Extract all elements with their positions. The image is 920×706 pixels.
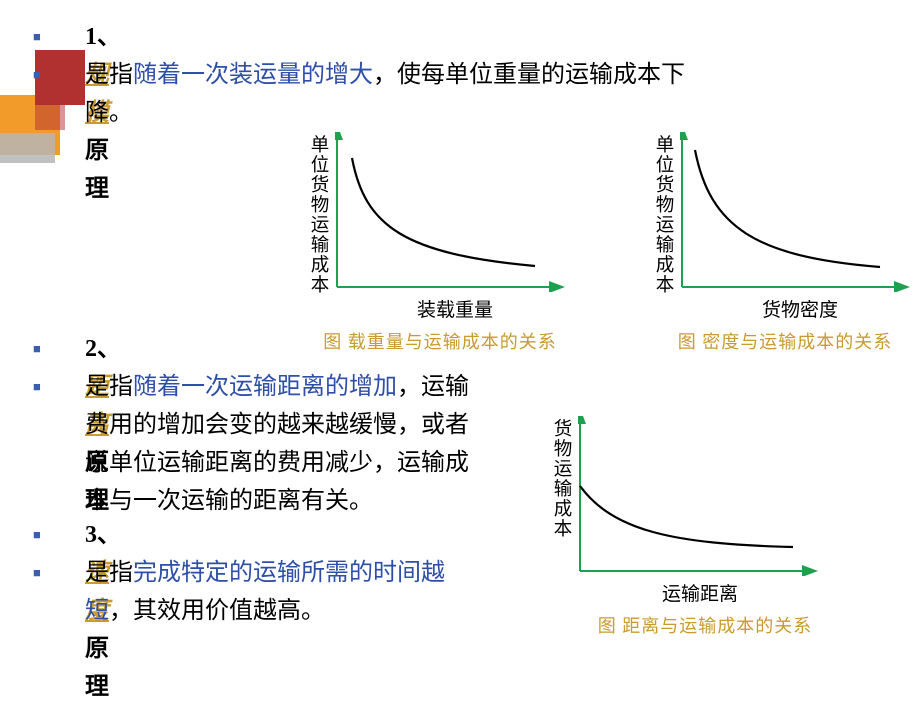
blue: 随着一次运输距离的增加 bbox=[133, 374, 397, 400]
y-axis-label: 货物运输成本 bbox=[553, 420, 573, 540]
chart-density-cost: 单位货物运输成本 货物密度 图 密度与运输成本的关系 bbox=[640, 132, 900, 337]
num: 1、 bbox=[85, 24, 121, 50]
suffix: 原理 bbox=[85, 138, 109, 202]
bullet-6: 是指完成特定的运输所需的时间越短，其效用价值越高。 bbox=[33, 554, 473, 630]
x-axis-label: 装载重量 bbox=[355, 295, 555, 322]
num: 3、 bbox=[85, 522, 121, 548]
rest: ，其效用价值越高。 bbox=[109, 598, 325, 624]
chart-svg bbox=[335, 132, 565, 292]
bullet-4: 是指随着一次运输距离的增加，运输费用的增加会变的越来越缓慢，或者说单位运输距离的… bbox=[33, 368, 473, 520]
x-axis-label: 运输距离 bbox=[600, 579, 800, 606]
chart-svg bbox=[680, 132, 910, 292]
chart-distance-cost: 货物运输成本 运输距离 图 距离与运输成本的关系 bbox=[530, 416, 790, 621]
chart-svg bbox=[578, 416, 818, 576]
suffix: 原理 bbox=[85, 636, 109, 700]
curve bbox=[352, 158, 535, 266]
blue: 随着一次装运量的增大 bbox=[133, 62, 373, 88]
bullet-2: 是指随着一次装运量的增大，使每单位重量的运输成本下降。 bbox=[33, 56, 728, 132]
y-axis-label: 单位货物运输成本 bbox=[310, 136, 330, 296]
pre: 是指 bbox=[85, 560, 133, 586]
pre: 是指 bbox=[85, 62, 133, 88]
x-axis-label: 货物密度 bbox=[700, 295, 900, 322]
chart-caption: 图 密度与运输成本的关系 bbox=[640, 328, 920, 354]
chart-weight-cost: 单位货物运输成本 装载重量 图 载重量与运输成本的关系 bbox=[295, 132, 555, 337]
chart-caption: 图 载重量与运输成本的关系 bbox=[295, 328, 585, 354]
y-axis-label: 单位货物运输成本 bbox=[655, 136, 675, 296]
curve bbox=[580, 486, 793, 547]
pre: 是指 bbox=[85, 374, 133, 400]
chart-caption: 图 距离与运输成本的关系 bbox=[560, 612, 850, 638]
curve bbox=[695, 150, 880, 267]
num: 2、 bbox=[85, 336, 121, 362]
